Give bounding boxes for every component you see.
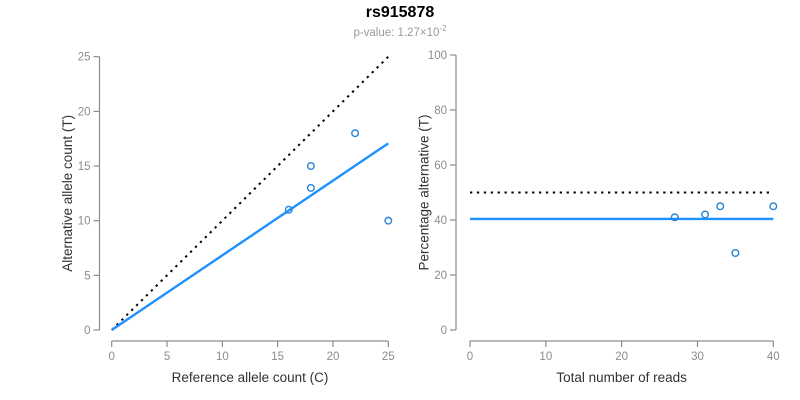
x-axis-tick-label: 40 <box>767 351 780 363</box>
data-point <box>284 205 293 214</box>
y-axis-tick-label: 40 <box>434 215 447 227</box>
y-axis-tick-label: 5 <box>84 270 90 282</box>
identity-line <box>110 55 390 331</box>
y-axis-tick-label: 25 <box>78 52 91 64</box>
left-scatter-panel: 0 5 10 15 20 25 0 5 10 15 20 25 Reference allele cou… <box>60 52 395 385</box>
x-axis-title: Reference allele count (C) <box>172 370 329 385</box>
y-axis-tick-label: 0 <box>84 325 90 337</box>
x-axis-tick-label: 20 <box>615 351 628 363</box>
data-point <box>716 202 725 211</box>
right-scatter-panel: 0 10 20 30 40 0 20 40 60 80 100 Total number of rea… <box>417 50 780 385</box>
data-point <box>306 162 315 171</box>
y-axis-tick-label: 20 <box>434 270 447 282</box>
y-axis-tick-label: 60 <box>434 160 447 172</box>
data-point <box>701 210 710 219</box>
y-axis-tick-label: 15 <box>78 161 91 173</box>
x-axis-tick-label: 10 <box>539 351 552 363</box>
regression-line <box>111 142 389 331</box>
x-axis-tick-label: 25 <box>382 351 395 363</box>
y-axis-tick-label: 20 <box>78 106 91 118</box>
x-axis-tick-label: 30 <box>691 351 704 363</box>
data-point <box>384 216 393 225</box>
data-point <box>670 213 679 222</box>
data-point <box>306 183 315 192</box>
y-axis-tick-label: 0 <box>441 325 447 337</box>
x-axis-title: Total number of reads <box>556 370 687 385</box>
data-point <box>769 202 778 211</box>
x-axis-tick-label: 0 <box>108 351 114 363</box>
x-axis-tick-label: 10 <box>216 351 229 363</box>
x-axis-tick-label: 0 <box>467 351 473 363</box>
data-point <box>731 248 740 257</box>
data-point <box>351 129 360 138</box>
y-axis-tick-label: 10 <box>78 216 91 228</box>
x-axis-tick-label: 15 <box>271 351 284 363</box>
y-axis-title: Alternative allele count (T) <box>60 115 75 272</box>
x-axis-tick-label: 20 <box>327 351 340 363</box>
x-axis-tick-label: 5 <box>164 351 170 363</box>
y-axis-title: Percentage alternative (T) <box>417 114 432 270</box>
y-axis-tick-label: 100 <box>428 50 447 62</box>
y-axis-tick-label: 80 <box>434 105 447 117</box>
